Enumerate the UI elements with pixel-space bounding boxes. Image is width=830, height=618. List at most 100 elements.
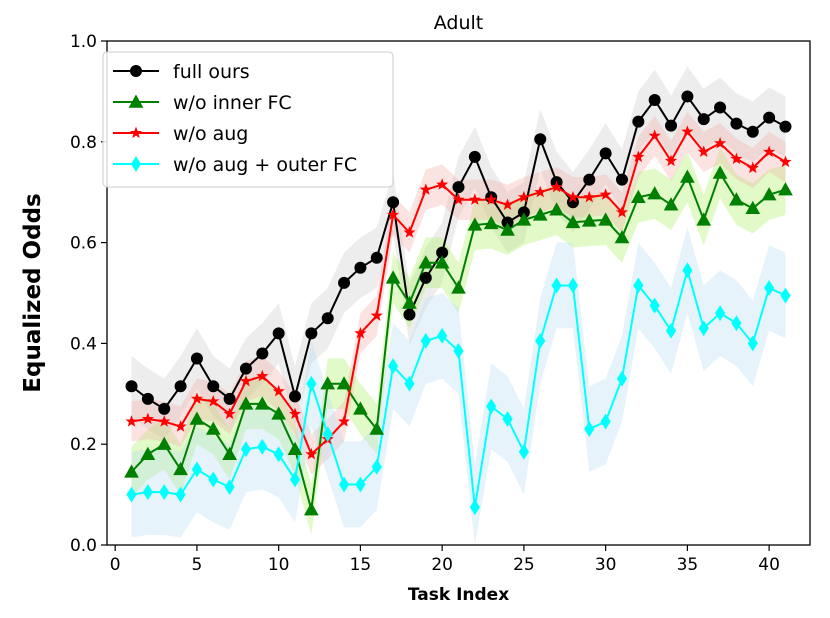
- point-full-ours: [305, 327, 318, 340]
- point-w-o-aug: [664, 154, 678, 167]
- x-tick-label: 30: [595, 555, 617, 575]
- point-w-o-aug-outer-fc: [437, 327, 448, 344]
- point-w-o-inner-fc: [647, 186, 663, 200]
- y-tick-label: 0.8: [70, 133, 97, 153]
- point-w-o-aug-outer-fc: [518, 443, 529, 460]
- point-w-o-aug-outer-fc: [191, 461, 203, 478]
- x-tick-label: 15: [350, 555, 372, 575]
- point-w-o-aug-outer-fc: [649, 297, 660, 314]
- point-w-o-inner-fc: [402, 295, 417, 309]
- y-tick-label: 1.0: [70, 32, 97, 52]
- point-w-o-aug-outer-fc: [616, 370, 628, 387]
- point-w-o-aug: [158, 415, 171, 427]
- point-w-o-inner-fc: [369, 421, 385, 435]
- point-w-o-aug: [730, 152, 743, 165]
- point-w-o-aug-outer-fc: [240, 441, 252, 458]
- point-w-o-aug-outer-fc: [388, 358, 399, 375]
- x-tick-label: 5: [192, 555, 203, 575]
- point-full-ours: [746, 125, 759, 138]
- x-tick-label: 20: [431, 555, 453, 575]
- point-w-o-inner-fc: [434, 255, 450, 269]
- point-w-o-aug: [125, 415, 138, 427]
- point-full-ours: [141, 392, 154, 405]
- legend-marker-w-o-aug: [129, 126, 143, 139]
- point-w-o-aug: [452, 193, 465, 205]
- point-w-o-inner-fc: [385, 270, 401, 284]
- point-w-o-inner-fc: [500, 222, 515, 236]
- x-axis-label: Task Index: [408, 585, 509, 605]
- point-w-o-aug: [354, 326, 367, 339]
- point-w-o-aug: [746, 161, 759, 174]
- point-full-ours: [387, 196, 400, 209]
- point-w-o-inner-fc: [467, 217, 483, 231]
- point-full-ours: [452, 181, 465, 194]
- point-w-o-inner-fc: [598, 212, 613, 226]
- point-w-o-aug-outer-fc: [208, 471, 219, 488]
- point-w-o-aug-outer-fc: [306, 375, 317, 392]
- point-full-ours: [125, 380, 138, 393]
- point-w-o-inner-fc: [156, 436, 172, 450]
- point-w-o-aug: [239, 374, 253, 387]
- point-w-o-aug: [338, 415, 351, 427]
- point-full-ours: [681, 90, 694, 103]
- legend-marker-w-o-inner-fc: [128, 94, 144, 108]
- point-w-o-aug: [534, 185, 547, 198]
- point-w-o-inner-fc: [287, 441, 303, 455]
- point-full-ours: [583, 173, 596, 186]
- band-w-o-inner-fc: [131, 147, 786, 535]
- point-w-o-aug-outer-fc: [764, 280, 775, 296]
- series-markers: [124, 90, 793, 516]
- point-w-o-inner-fc: [418, 255, 434, 269]
- point-full-ours: [714, 101, 727, 114]
- point-full-ours: [321, 312, 334, 325]
- point-full-ours: [354, 261, 367, 274]
- x-axis: 0 5 10 15 20 25 30 35 40: [110, 545, 780, 575]
- point-w-o-inner-fc: [353, 401, 368, 415]
- point-w-o-aug: [403, 226, 416, 238]
- band-w-o-aug-outer-fc: [131, 227, 786, 546]
- point-full-ours: [779, 120, 792, 133]
- point-full-ours: [174, 380, 187, 393]
- chart-title: Adult: [434, 12, 484, 34]
- point-full-ours: [207, 380, 220, 393]
- point-w-o-aug: [566, 190, 579, 203]
- point-w-o-aug-outer-fc: [633, 277, 644, 294]
- x-tick-label: 35: [677, 555, 699, 575]
- point-w-o-aug: [583, 190, 596, 203]
- point-w-o-aug: [697, 145, 710, 158]
- point-full-ours: [370, 251, 383, 264]
- x-tick-label: 0: [110, 555, 121, 575]
- point-w-o-aug-outer-fc: [420, 332, 431, 349]
- point-w-o-aug-outer-fc: [600, 413, 611, 430]
- point-w-o-aug-outer-fc: [502, 411, 513, 427]
- point-w-o-inner-fc: [222, 446, 237, 460]
- point-w-o-aug: [387, 208, 400, 221]
- point-w-o-aug: [599, 188, 612, 200]
- legend-label-w-o-aug-outer-fc: w/o aug + outer FC: [173, 154, 357, 176]
- x-tick-label: 10: [268, 555, 290, 575]
- point-w-o-aug-outer-fc: [698, 320, 709, 337]
- point-w-o-inner-fc: [336, 376, 352, 390]
- point-w-o-aug: [763, 145, 776, 158]
- point-full-ours: [665, 119, 678, 132]
- point-full-ours: [599, 147, 612, 160]
- point-w-o-aug: [272, 384, 285, 397]
- point-full-ours: [403, 308, 416, 321]
- point-w-o-aug-outer-fc: [780, 287, 791, 304]
- point-w-o-inner-fc: [140, 446, 156, 460]
- point-w-o-aug-outer-fc: [665, 322, 677, 339]
- point-w-o-aug: [305, 447, 318, 460]
- point-w-o-aug-outer-fc: [159, 484, 170, 501]
- point-w-o-inner-fc: [614, 230, 630, 244]
- point-w-o-inner-fc: [516, 212, 532, 226]
- point-w-o-inner-fc: [549, 202, 564, 216]
- plot-area-frame: [106, 40, 811, 546]
- x-tick-label: 25: [513, 555, 535, 575]
- point-w-o-aug-outer-fc: [224, 479, 235, 495]
- point-w-o-inner-fc: [271, 406, 287, 420]
- point-full-ours: [632, 115, 645, 128]
- point-w-o-aug-outer-fc: [469, 499, 480, 516]
- point-w-o-inner-fc: [173, 461, 188, 476]
- point-full-ours: [338, 276, 351, 289]
